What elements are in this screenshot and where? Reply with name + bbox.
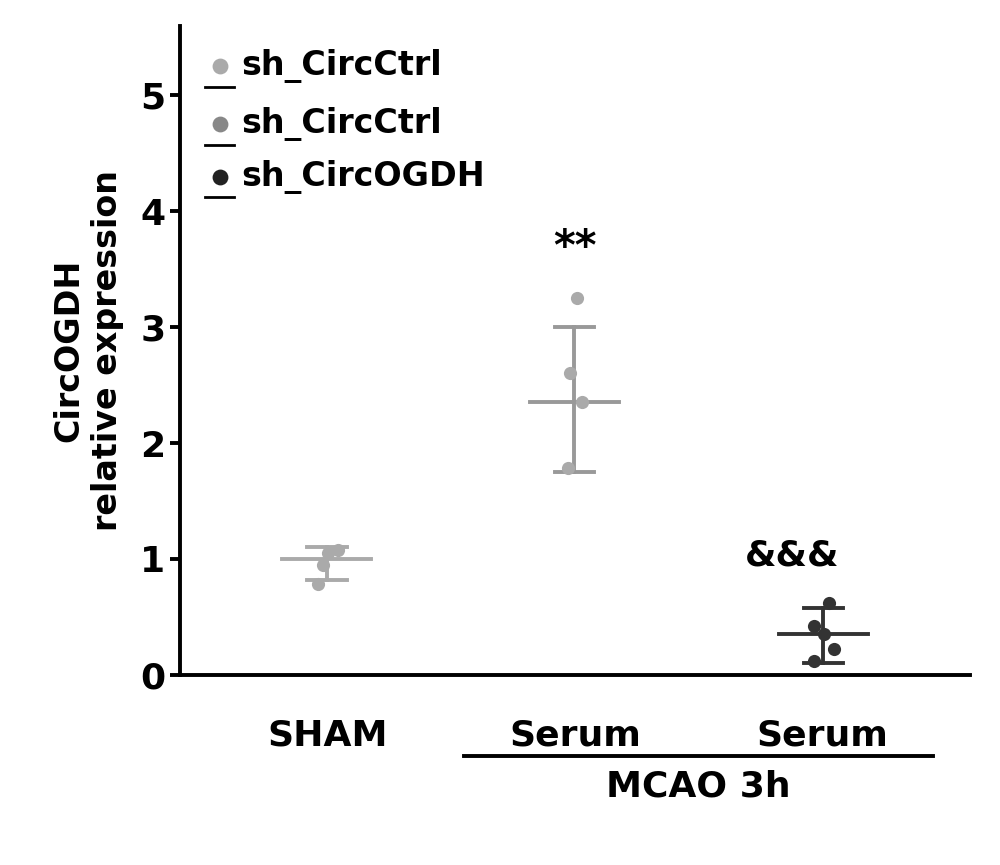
Text: &&&: &&& [745, 539, 840, 573]
Text: sh_CircCtrl: sh_CircCtrl [242, 107, 442, 141]
Point [330, 542, 346, 556]
Text: Serum: Serum [756, 719, 888, 753]
Point [315, 558, 331, 572]
Text: **: ** [553, 227, 597, 269]
Point [562, 367, 578, 381]
Text: sh_CircOGDH: sh_CircOGDH [242, 159, 485, 194]
Y-axis label: CircOGDH
relative expression: CircOGDH relative expression [52, 170, 124, 531]
Point [320, 546, 336, 560]
Point [212, 60, 228, 74]
Point [806, 619, 822, 633]
Point [821, 596, 837, 610]
Text: sh_CircCtrl: sh_CircCtrl [242, 49, 442, 84]
Point [310, 578, 326, 592]
Point [569, 292, 585, 305]
Point [826, 643, 842, 657]
Point [212, 170, 228, 183]
Point [212, 118, 228, 131]
Text: Serum: Serum [509, 719, 641, 753]
Point [574, 395, 590, 409]
Point [560, 462, 576, 476]
Point [816, 627, 832, 641]
Text: SHAM: SHAM [268, 719, 388, 753]
Text: MCAO 3h: MCAO 3h [606, 770, 791, 804]
Point [806, 654, 822, 668]
